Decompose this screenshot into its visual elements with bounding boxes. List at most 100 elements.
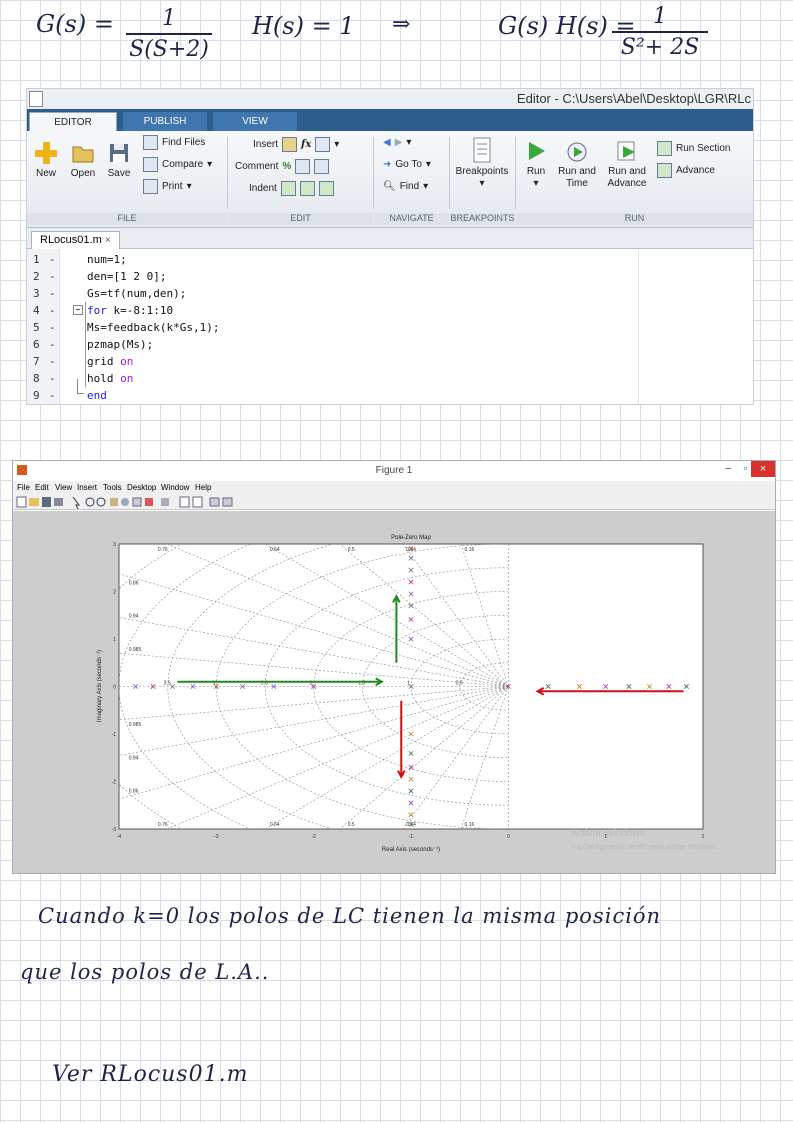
run-and-time-button[interactable]: Run and Time: [555, 139, 599, 190]
ribbon-separator: [373, 137, 374, 209]
menu-window[interactable]: Window: [161, 483, 190, 492]
pole-marker: [505, 684, 511, 689]
editor-ribbon: New Open Save Find Files Compare ▾ Print ▾…: [27, 131, 753, 228]
increase-indent-icon[interactable]: [299, 181, 315, 196]
tab-publish[interactable]: PUBLISH: [123, 112, 207, 131]
comment-button[interactable]: Comment%: [235, 159, 330, 174]
decrease-indent-icon[interactable]: [318, 181, 334, 196]
uncomment-icon[interactable]: [295, 159, 311, 174]
pole-marker: [408, 591, 414, 597]
pole-marker: [190, 684, 196, 689]
percent-icon: %: [282, 161, 292, 172]
fold-toggle-icon[interactable]: −: [73, 305, 83, 315]
note-line-1: Cuando k=0 los polos de LC tienen la mis…: [38, 904, 662, 928]
right-margin-line: [638, 249, 639, 404]
x-tick-label: -2: [311, 834, 316, 840]
close-button[interactable]: ×: [751, 461, 775, 477]
advance-button[interactable]: Advance: [657, 163, 715, 178]
run-section-button[interactable]: Run Section: [657, 141, 730, 156]
open-button[interactable]: Open: [67, 141, 99, 180]
function-browser-icon[interactable]: [315, 137, 331, 152]
grid-frequency-arc: [313, 591, 509, 782]
back-arrow-icon[interactable]: ◀: [383, 137, 391, 148]
new-button[interactable]: New: [31, 141, 61, 180]
pole-marker: [213, 684, 219, 689]
run-and-advance-button[interactable]: Run and Advance: [603, 139, 651, 190]
line-number-gutter: [27, 249, 60, 404]
goto-button[interactable]: ➜ Go To ▾: [383, 159, 431, 170]
data-cursor-icon: [132, 497, 142, 507]
back-forward-buttons[interactable]: ◀ ▶ ▾: [383, 137, 411, 148]
insert-label: Insert: [253, 139, 279, 150]
menu-file[interactable]: File: [17, 483, 30, 492]
g-fraction-bar: [126, 33, 212, 35]
editor-title-bar: Editor - C:\Users\Abel\Desktop\LGR\RLc: [27, 89, 753, 109]
pole-marker: [683, 684, 689, 689]
matlab-editor-window: Editor - C:\Users\Abel\Desktop\LGR\RLc E…: [26, 88, 754, 405]
goto-icon: ➜: [383, 159, 392, 170]
tab-editor[interactable]: EDITOR: [29, 112, 117, 132]
menu-tools[interactable]: Tools: [103, 483, 122, 492]
toolstrip-tabs: EDITOR PUBLISH VIEW: [27, 109, 753, 132]
print-figure-icon: [54, 498, 63, 506]
pole-marker: [408, 776, 414, 782]
file-tab-rlocus01[interactable]: RLocus01.m ×: [31, 231, 120, 249]
x-tick-label: 1: [604, 834, 607, 840]
brush-icon: [145, 498, 153, 506]
menu-help[interactable]: Help: [195, 483, 212, 492]
damping-label-bottom: 0.76: [158, 822, 168, 828]
maximize-button[interactable]: ▫: [743, 463, 747, 473]
tab-view[interactable]: VIEW: [213, 112, 297, 131]
grid-damping-ray: [119, 617, 509, 687]
note-line-3: Ver RLocus01.m: [52, 1062, 249, 1087]
compare-icon: [143, 157, 158, 172]
gh-fraction: 1 S²+ 2S: [612, 4, 708, 60]
line-number: 1: [33, 253, 40, 266]
pole-marker: [408, 800, 414, 806]
damping-label-top: 0.76: [158, 547, 168, 553]
grid-damping-ray: [119, 652, 509, 687]
figure-toolbar-icons[interactable]: [15, 495, 255, 509]
damping-label-bottom: 0.16: [465, 822, 475, 828]
menu-edit[interactable]: Edit: [35, 483, 49, 492]
pole-zero-map-chart[interactable]: 0.760.760.640.640.50.50.340.340.160.160.…: [13, 511, 775, 873]
minimize-button[interactable]: ‒: [725, 463, 731, 474]
smart-indent-icon[interactable]: [280, 181, 296, 196]
wrap-comment-icon[interactable]: [314, 159, 330, 174]
ribbon-separator: [227, 137, 228, 209]
line-number: 2: [33, 270, 40, 283]
frequency-label: 0.5: [456, 681, 463, 687]
group-label-edit: EDIT: [228, 213, 373, 225]
breakpoints-button[interactable]: Breakpoints ▾: [451, 137, 513, 190]
frequency-label: 1.5: [358, 681, 365, 687]
chevron-down-icon: ▾: [207, 159, 213, 170]
save-button[interactable]: Save: [103, 141, 135, 180]
print-button[interactable]: Print ▾: [143, 179, 192, 194]
h-equation: H(s) = 1: [252, 12, 355, 40]
line-number: 7: [33, 355, 40, 368]
y-tick-label: 2: [113, 590, 116, 596]
forward-arrow-icon[interactable]: ▶: [394, 137, 403, 148]
compare-button[interactable]: Compare ▾: [143, 157, 212, 172]
figure-menu-bar: File Edit View Insert Tools Desktop Wind…: [13, 481, 775, 495]
find-button[interactable]: 🔍︎ Find ▾: [383, 181, 428, 192]
group-label-navigate: NAVIGATE: [374, 213, 449, 225]
insert-button[interactable]: Insert fx ▾: [253, 137, 339, 152]
line-dash: -: [49, 304, 56, 317]
code-text: den=[1 2 0];: [87, 270, 167, 283]
menu-insert[interactable]: Insert: [77, 483, 98, 492]
line-dash: -: [49, 270, 56, 283]
run-and-advance-label-1: Run and: [608, 166, 646, 177]
damping-label-top: 0.5: [348, 547, 355, 553]
code-area[interactable]: 1- num=1; 2- den=[1 2 0]; 3- Gs=tf(num,den)…: [27, 249, 753, 404]
fx-icon[interactable]: fx: [301, 139, 312, 150]
zoom-out-icon: [96, 497, 106, 507]
grid-damping-ray: [119, 686, 509, 800]
ribbon-separator: [515, 137, 516, 209]
indent-button[interactable]: Indent: [249, 181, 334, 196]
close-icon[interactable]: ×: [104, 235, 111, 246]
menu-desktop[interactable]: Desktop: [127, 483, 157, 492]
menu-view[interactable]: View: [55, 483, 73, 492]
find-files-button[interactable]: Find Files: [143, 135, 205, 150]
run-button[interactable]: Run ▾: [521, 139, 551, 190]
